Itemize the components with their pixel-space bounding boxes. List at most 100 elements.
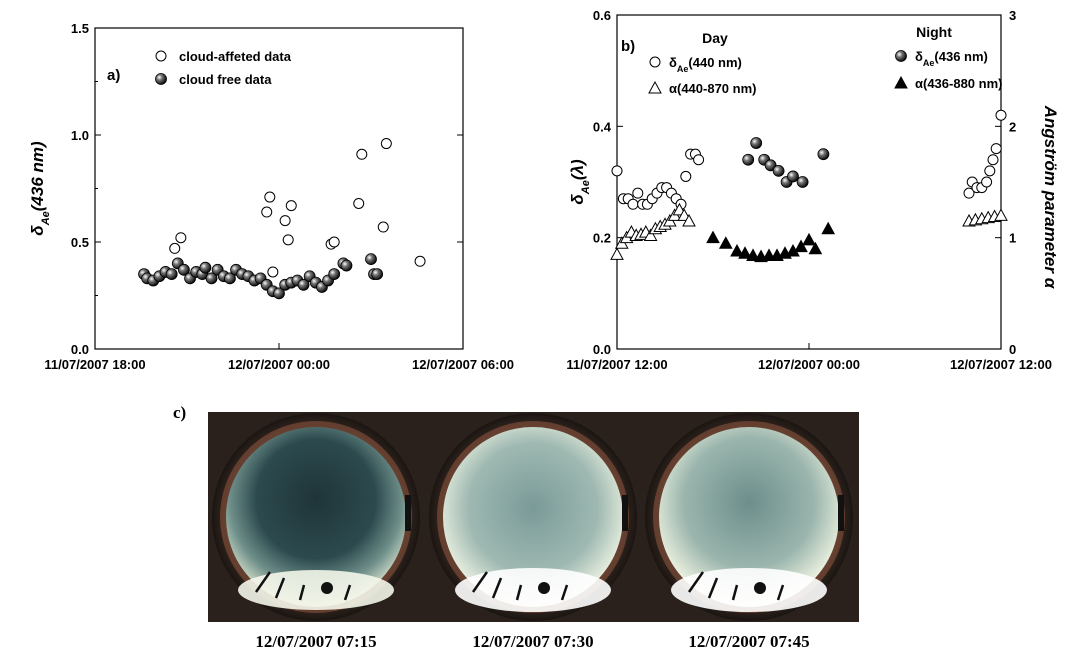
data-point xyxy=(371,268,384,281)
data-point xyxy=(380,138,392,150)
data-point xyxy=(682,213,696,227)
x-tick-label: 12/07/2007 06:00 xyxy=(412,357,514,372)
data-point xyxy=(205,272,218,285)
sky-photo-1 xyxy=(212,413,420,621)
y-tick-label: 0.4 xyxy=(593,119,612,134)
y-tick-label: 0.6 xyxy=(593,8,611,23)
data-point xyxy=(165,268,178,281)
legend-marker xyxy=(648,80,662,94)
data-point xyxy=(178,263,190,276)
data-point xyxy=(356,148,368,160)
photo-caption-1: 12/07/2007 07:15 xyxy=(255,632,376,651)
data-point xyxy=(987,154,999,166)
x-tick-label: 11/07/2007 18:00 xyxy=(44,357,145,372)
data-point xyxy=(817,148,830,161)
data-point xyxy=(365,253,377,266)
sky-photo-2 xyxy=(429,413,637,621)
panel-b-label: b) xyxy=(621,38,635,55)
sky-camera-photos: c) 12/07/200 xyxy=(173,403,859,651)
y-tick-label: 1.0 xyxy=(71,128,89,143)
data-point xyxy=(611,165,623,177)
plot-frame xyxy=(94,27,464,350)
data-point xyxy=(297,278,310,291)
data-point xyxy=(772,164,785,177)
x-tick-label: 12/07/2007 12:00 xyxy=(950,357,1052,372)
data-point xyxy=(285,200,297,212)
data-point xyxy=(742,153,755,166)
data-point xyxy=(981,176,993,188)
x-tick-label: 11/07/2007 12:00 xyxy=(566,357,667,372)
panel-a-label: a) xyxy=(107,67,120,84)
data-point xyxy=(377,221,389,233)
data-point xyxy=(273,287,285,300)
chart-b: 0.0 0.2 0.4 0.6 0 1 2 3 11/07/2007 12:00 12/07/20… xyxy=(566,8,1060,372)
data-point xyxy=(808,241,823,255)
data-point xyxy=(994,208,1008,221)
legend-marker xyxy=(894,75,908,89)
data-point xyxy=(610,247,624,260)
y-axis-label: δAe(436 nm) xyxy=(28,141,52,236)
data-point xyxy=(796,176,809,188)
data-point xyxy=(414,255,426,267)
chart-a: 0.0 0.5 1.0 1.5 11/07/2007 18:00 12/07/2007 0… xyxy=(28,21,514,372)
data-point xyxy=(264,191,276,203)
data-point xyxy=(706,230,720,244)
y-tick-label: 0.0 xyxy=(71,342,89,357)
y2-tick-label: 1 xyxy=(1009,231,1016,246)
y-tick-label: 0.5 xyxy=(71,235,89,250)
legend-marker xyxy=(155,73,167,85)
data-point xyxy=(328,236,340,248)
data-point xyxy=(169,242,181,254)
legend-entry: δAe(440 nm) xyxy=(669,55,742,74)
data-point xyxy=(282,234,294,246)
data-point xyxy=(821,221,836,235)
data-point xyxy=(643,228,658,241)
y-tick-label: 1.5 xyxy=(71,21,89,36)
legend-entry: cloud-affeted data xyxy=(179,49,292,64)
legend-entry: α(440-870 nm) xyxy=(669,81,756,96)
legend-marker xyxy=(155,50,167,62)
data-point xyxy=(990,143,1002,155)
data-point xyxy=(693,154,705,166)
data-point xyxy=(175,232,187,244)
data-point xyxy=(746,248,760,261)
panel-c-label: c) xyxy=(173,403,186,422)
data-point xyxy=(730,243,744,257)
data-point xyxy=(787,170,799,183)
data-point xyxy=(995,109,1007,121)
data-point xyxy=(328,268,341,281)
legend-entry: δAe(436 nm) xyxy=(915,49,988,68)
data-point xyxy=(267,266,279,278)
y-tick-label: 0.0 xyxy=(593,342,611,357)
data-point xyxy=(340,259,353,272)
data-point xyxy=(718,236,733,249)
y2-tick-label: 3 xyxy=(1009,8,1016,23)
data-point xyxy=(632,187,644,199)
data-point xyxy=(963,187,975,199)
y-tick-label: 0.2 xyxy=(593,231,611,246)
data-point xyxy=(224,272,236,285)
data-point xyxy=(794,239,808,253)
photo-caption-2: 12/07/2007 07:30 xyxy=(472,632,593,651)
y2-tick-label: 0 xyxy=(1009,342,1016,357)
legend-entry: α(436-880 nm) xyxy=(915,76,1002,91)
data-point xyxy=(261,206,273,218)
legend-header-day: Day xyxy=(702,30,728,46)
data-point xyxy=(802,232,816,246)
sky-photo-3 xyxy=(645,413,853,621)
x-tick-label: 12/07/2007 00:00 xyxy=(228,357,330,372)
data-point xyxy=(627,198,639,210)
legend-header-night: Night xyxy=(916,24,952,40)
data-point xyxy=(750,137,763,149)
y-axis-label: δAe(λ) xyxy=(568,159,592,205)
data-point xyxy=(764,159,777,172)
data-point xyxy=(353,197,365,209)
legend-marker xyxy=(895,50,907,62)
legend-marker xyxy=(649,56,661,68)
y2-axis-label: Angström parameter α xyxy=(1041,105,1060,290)
data-point xyxy=(680,170,692,182)
data-point xyxy=(984,165,996,177)
data-point xyxy=(279,215,291,227)
data-point xyxy=(199,261,212,274)
